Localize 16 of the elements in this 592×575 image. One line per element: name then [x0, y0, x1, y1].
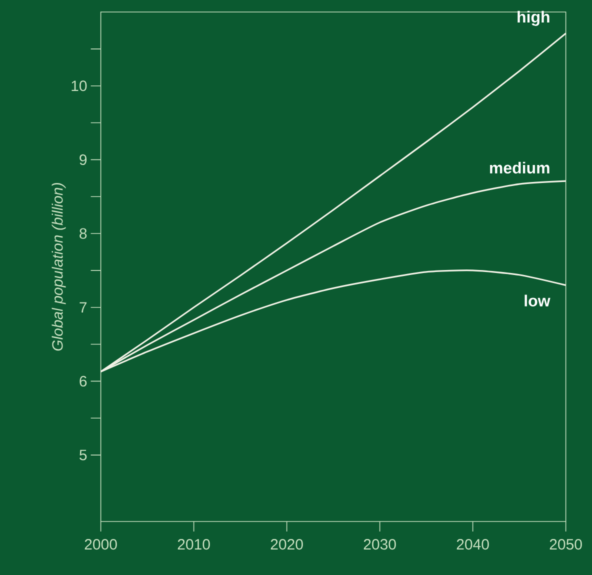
y-tick-label: 8: [80, 228, 87, 239]
x-tick-label: 2050: [550, 539, 582, 550]
x-tick-label: 2030: [364, 539, 396, 550]
y-tick-label: 7: [80, 302, 87, 313]
y-tick-label: 10: [72, 80, 87, 92]
x-tick-label: 2010: [178, 539, 210, 550]
x-tick-label: 2000: [84, 539, 117, 550]
x-tick-label: 2040: [456, 539, 489, 550]
y-tick-label: 6: [80, 376, 87, 387]
y-tick-label: 5: [80, 450, 87, 460]
series-label: medium: [490, 162, 550, 174]
series-label: low: [524, 294, 550, 306]
series-label: high: [518, 10, 550, 26]
x-tick-label: 2020: [270, 539, 303, 550]
y-tick-label: 9: [80, 154, 87, 165]
y-axis-title: Global population (billion): [52, 183, 66, 351]
